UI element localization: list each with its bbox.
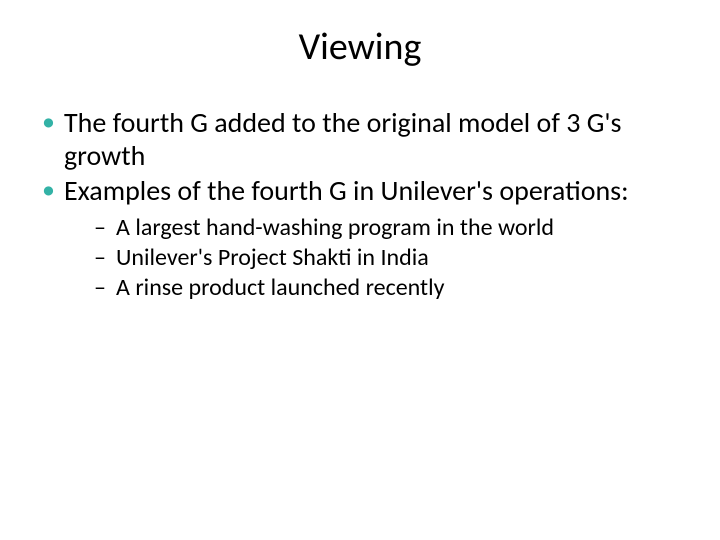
sub-bullet-text: Unilever's Project Shakti in India	[116, 243, 429, 272]
bullet-text: The fourth G added to the original model…	[64, 105, 622, 173]
sub-bullet-item: A largest hand-washing program in the wo…	[94, 213, 684, 243]
sub-bullet-text: A largest hand-washing program in the wo…	[116, 213, 554, 242]
bullet-list-level2: A largest hand-washing program in the wo…	[64, 213, 684, 303]
sub-bullet-text: A rinse product launched recently	[116, 273, 444, 302]
slide: Viewing The fourth G added to the origin…	[0, 0, 720, 540]
sub-bullet-item: Unilever's Project Shakti in India	[94, 243, 684, 273]
slide-title: Viewing	[0, 0, 720, 78]
bullet-text: Examples of the fourth G in Unilever's o…	[64, 173, 629, 208]
slide-body: The fourth G added to the original model…	[0, 78, 720, 303]
bullet-item: The fourth G added to the original model…	[36, 106, 684, 172]
sub-bullet-item: A rinse product launched recently	[94, 273, 684, 303]
bullet-item: Examples of the fourth G in Unilever's o…	[36, 174, 684, 303]
bullet-list-level1: The fourth G added to the original model…	[36, 106, 684, 303]
